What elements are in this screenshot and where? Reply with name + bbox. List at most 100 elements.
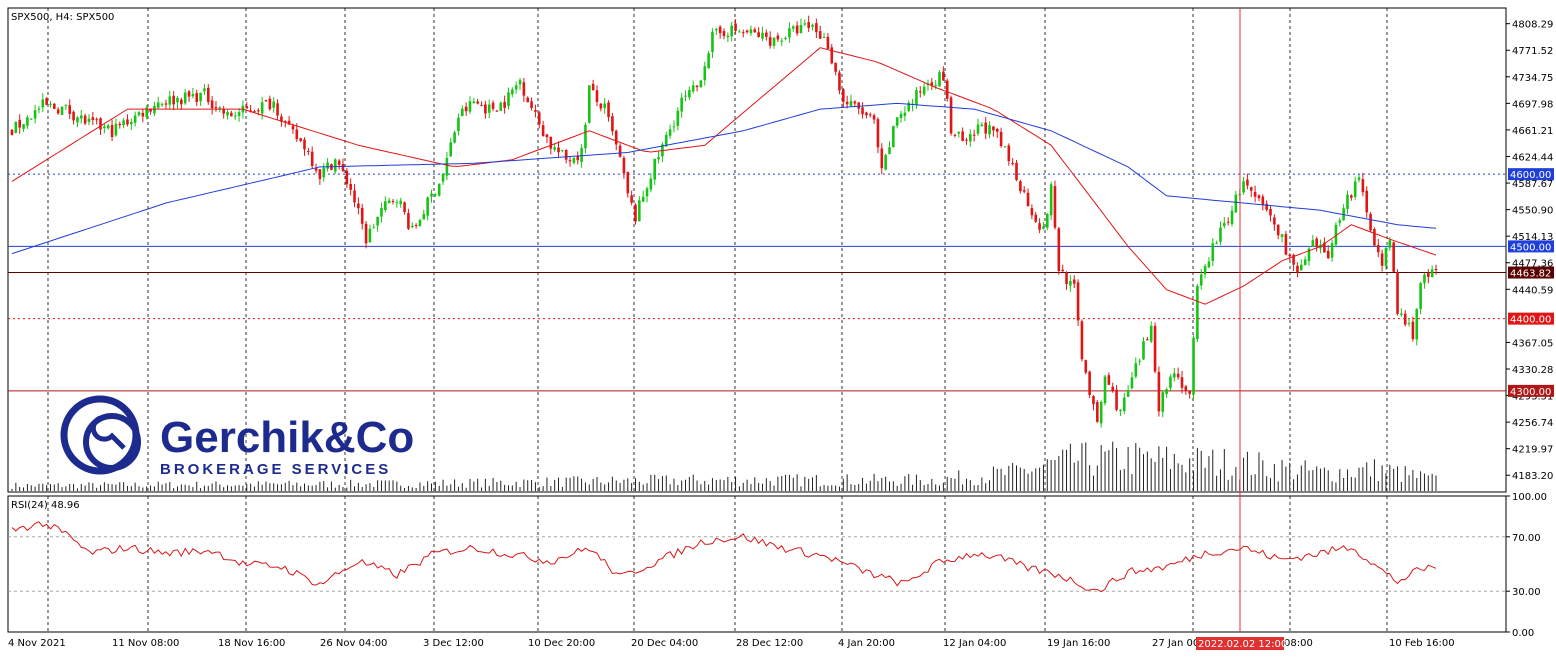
candle-bear	[845, 101, 849, 105]
candle-bear	[1373, 229, 1376, 246]
candle-bear	[364, 223, 368, 244]
candle-bull	[1303, 259, 1307, 266]
price-tick-label: 4771.52	[1512, 46, 1553, 57]
candle-bull	[780, 40, 784, 42]
candle-bull	[811, 24, 814, 27]
candle-bull	[849, 101, 853, 106]
candle-bull	[1353, 181, 1357, 197]
candle-bull	[499, 102, 503, 111]
candle-bear	[1380, 253, 1384, 266]
candle-bull	[79, 115, 83, 119]
candle-bull	[1338, 220, 1342, 223]
candle-bear	[530, 101, 533, 109]
candle-bull	[430, 193, 433, 197]
rsi-line	[11, 521, 1437, 593]
logo: Gerchik&Co BROKERAGE SERVICES	[60, 395, 414, 478]
price-tick-label: 4587.67	[1512, 179, 1553, 190]
candle-bear	[818, 31, 822, 39]
candle-bear	[349, 184, 352, 190]
rsi-panel-frame	[7, 495, 1507, 633]
candle-bear	[1246, 179, 1249, 186]
candle-bull	[1357, 177, 1361, 180]
candle-bull	[699, 80, 703, 88]
price-tick-label: 4514.13	[1512, 232, 1553, 243]
candle-bear	[1365, 190, 1369, 213]
candle-bull	[715, 28, 718, 31]
candle-bull	[33, 110, 37, 119]
candle-bear	[765, 32, 768, 37]
candle-bull	[372, 227, 376, 229]
candle-bear	[918, 91, 922, 93]
candle-bull	[1103, 376, 1107, 404]
candle-bear	[491, 102, 495, 109]
candle-bull	[1423, 274, 1426, 284]
candle-bull	[784, 37, 787, 39]
candle-bear	[1015, 162, 1018, 181]
candle-bull	[1299, 264, 1303, 271]
candle-bear	[353, 190, 356, 203]
chart-title: SPX500, H4: SPX500	[11, 12, 114, 23]
candle-bull	[487, 104, 491, 113]
candle-bear	[880, 148, 884, 169]
candle-bull	[641, 196, 645, 202]
candle-bear	[1284, 234, 1288, 255]
candle-bull	[1407, 323, 1411, 325]
candle-bull	[410, 225, 414, 228]
candle-bear	[314, 167, 318, 171]
candle-bull	[226, 111, 229, 116]
candle-bull	[1042, 226, 1045, 229]
time-tick-label: 19 Jan 16:00	[1047, 638, 1110, 649]
candle-bear	[965, 139, 968, 141]
candle-bear	[195, 93, 199, 103]
candle-bear	[1176, 373, 1180, 378]
candle-bull	[460, 108, 464, 117]
crosshair-cursor: 2022.02.02 12:00	[1196, 8, 1287, 650]
candle-bear	[264, 100, 268, 102]
candle-bear	[484, 104, 487, 114]
candle-bull	[133, 115, 137, 123]
candle-bull	[333, 159, 337, 172]
candle-bull	[1003, 146, 1007, 148]
candle-bull	[437, 183, 441, 196]
candle-bear	[807, 22, 810, 28]
candle-bull	[160, 103, 164, 105]
candle-bear	[826, 36, 830, 49]
candle-bear	[534, 110, 537, 112]
candle-bear	[357, 203, 360, 209]
candle-bear	[1249, 187, 1253, 191]
time-tick-label: 11 Nov 08:00	[112, 638, 179, 649]
candle-bull	[730, 25, 733, 37]
candle-bull	[218, 107, 222, 110]
candle-bear	[310, 151, 314, 167]
candle-bull	[726, 35, 730, 38]
candle-bull	[441, 174, 445, 182]
candle-bull	[272, 101, 276, 108]
candle-bear	[95, 119, 98, 121]
candle-bear	[1396, 272, 1399, 314]
candle-bear	[842, 89, 845, 102]
candle-bear	[830, 47, 834, 64]
candle-bull	[1069, 281, 1072, 286]
candle-bull	[1330, 243, 1334, 258]
candle-bull	[203, 88, 206, 92]
candle-bull	[672, 126, 676, 128]
level-price-label: 4600.00	[1510, 170, 1551, 181]
candle-bear	[414, 224, 418, 226]
candle-bull	[788, 28, 791, 38]
candle-bear	[1265, 203, 1268, 210]
candle-bull	[1165, 389, 1168, 394]
candle-bull	[87, 118, 91, 122]
candle-bear	[776, 35, 780, 40]
candle-bull	[380, 208, 383, 217]
candle-bear	[18, 119, 21, 128]
candle-bear	[1057, 228, 1061, 272]
candle-bull	[603, 103, 606, 108]
moving-averages	[11, 47, 1437, 305]
candle-bear	[341, 164, 345, 171]
time-tick-label: 12 Jan 04:00	[943, 638, 1006, 649]
candle-bear	[999, 131, 1003, 147]
candle-bull	[434, 194, 437, 196]
cursor-time-tag	[1196, 637, 1284, 650]
candle-bear	[280, 116, 283, 122]
candle-bear	[307, 150, 310, 152]
